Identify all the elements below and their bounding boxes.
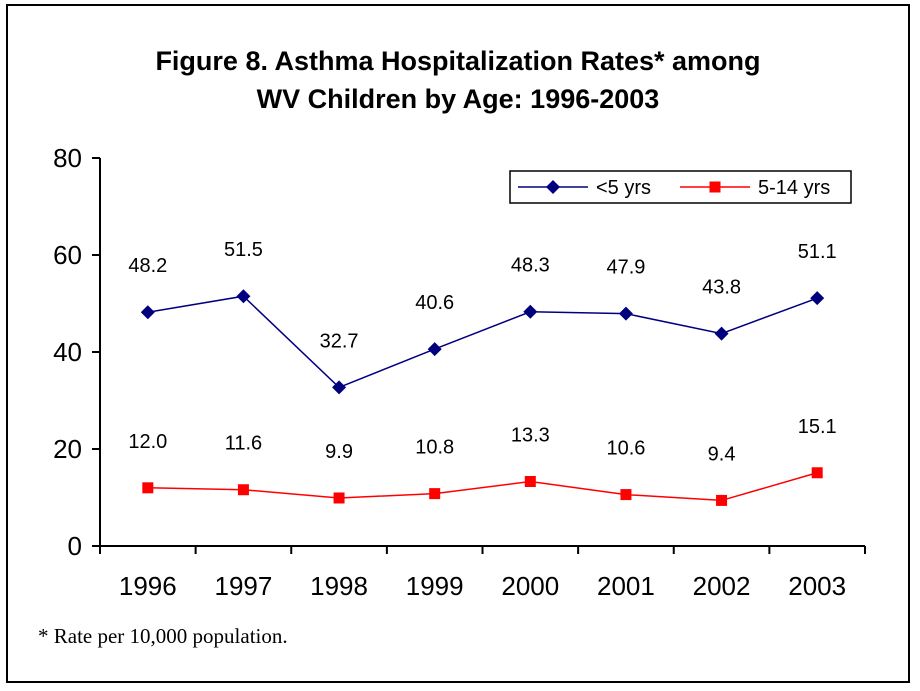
- data-label: 10.8: [415, 437, 454, 459]
- data-label: 15.1: [798, 416, 837, 438]
- data-label: 51.1: [798, 241, 837, 263]
- x-tick-label: 2003: [788, 571, 846, 601]
- y-axis-ticks: 0 20 40 60 80: [53, 143, 100, 561]
- data-point: [429, 488, 441, 500]
- legend-item: <5 yrs: [518, 177, 651, 199]
- chart-title-line-2: WV Children by Age: 1996-2003: [256, 84, 660, 114]
- series-layer: 48.2 51.5 32.7 40.6 48.3 47.9 43.8 51.1 12.0 11.6…: [128, 239, 837, 506]
- data-label: 47.9: [606, 257, 645, 279]
- series-5-14: 12.0 11.6 9.9 10.8 13.3 10.6 9.4 15.1: [128, 416, 837, 506]
- data-point: [811, 467, 823, 479]
- data-point: [620, 489, 632, 501]
- chart-title: Figure 8. Asthma Hospitalization Rates* …: [0, 42, 916, 118]
- y-tick-label: 60: [53, 240, 82, 270]
- data-point: [524, 475, 536, 487]
- footnote: * Rate per 10,000 population.: [38, 624, 288, 648]
- data-point: [237, 484, 249, 496]
- legend-item: 5-14 yrs: [680, 177, 830, 199]
- data-label: 10.6: [606, 438, 645, 460]
- legend-label: <5 yrs: [596, 177, 651, 199]
- data-label: 43.8: [702, 277, 741, 299]
- data-label: 12.0: [128, 431, 167, 453]
- x-tick-label: 2002: [693, 571, 751, 601]
- data-point: [523, 304, 538, 319]
- legend-marker: [546, 180, 560, 194]
- series-line: [147, 295, 818, 389]
- chart-title-line-1: Figure 8. Asthma Hospitalization Rates* …: [155, 46, 761, 76]
- data-label: 11.6: [225, 433, 262, 455]
- legend-marker: [709, 181, 721, 193]
- data-label: 40.6: [415, 292, 454, 314]
- data-point: [810, 291, 825, 306]
- data-label: 48.3: [511, 255, 550, 277]
- series-line: [147, 472, 818, 502]
- legend: <5 yrs 5-14 yrs: [509, 170, 852, 204]
- data-point: [716, 494, 728, 506]
- y-tick-label: 20: [53, 434, 82, 464]
- data-point: [333, 492, 345, 504]
- data-point: [618, 306, 633, 321]
- x-tick-label: 2000: [501, 571, 559, 601]
- data-point: [714, 326, 729, 341]
- legend-label: 5-14 yrs: [758, 177, 830, 199]
- x-tick-label: 2001: [597, 571, 655, 601]
- data-point: [332, 380, 347, 395]
- data-point: [140, 305, 155, 320]
- data-label: 9.4: [708, 443, 736, 465]
- series-under-5: 48.2 51.5 32.7 40.6 48.3 47.9 43.8 51.1: [128, 239, 837, 395]
- data-label: 9.9: [325, 441, 353, 463]
- data-point: [142, 482, 154, 494]
- x-axis-ticks: 1996 1997 1998 1999 2000 2001 2002 2003: [99, 546, 866, 601]
- y-tick-label: 0: [68, 531, 82, 561]
- x-tick-label: 1997: [215, 571, 273, 601]
- chart-frame: [6, 4, 910, 683]
- data-label: 32.7: [320, 330, 359, 352]
- x-tick-label: 1996: [119, 571, 177, 601]
- x-tick-label: 1998: [310, 571, 368, 601]
- data-point: [427, 342, 442, 357]
- data-label: 13.3: [511, 424, 550, 446]
- data-label: 48.2: [128, 255, 167, 277]
- y-tick-label: 80: [53, 143, 82, 173]
- data-label: 51.5: [224, 239, 263, 261]
- data-point: [236, 289, 251, 304]
- y-tick-label: 40: [53, 337, 82, 367]
- x-tick-label: 1999: [406, 571, 464, 601]
